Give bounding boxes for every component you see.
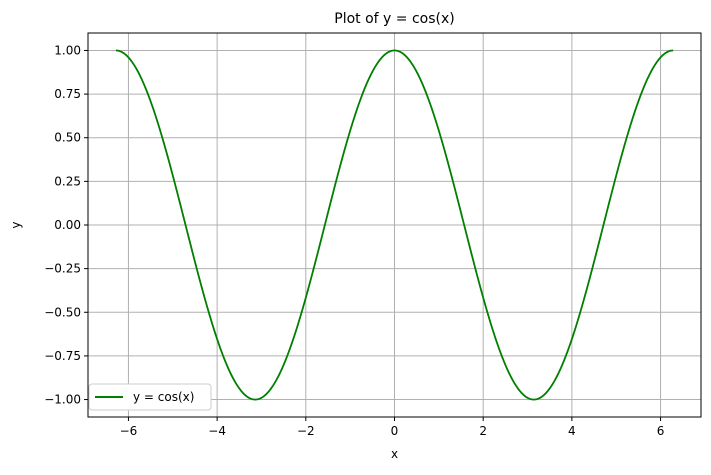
chart-title: Plot of y = cos(x) bbox=[334, 11, 454, 27]
y-tick-label: 0.00 bbox=[54, 218, 81, 232]
x-tick-label: −2 bbox=[297, 424, 315, 438]
series-layer bbox=[115, 49, 674, 401]
y-tick-label: 0.25 bbox=[54, 174, 81, 188]
x-tick-label: 6 bbox=[657, 424, 665, 438]
legend: y = cos(x) bbox=[88, 383, 212, 411]
y-tick-label: −1.00 bbox=[44, 393, 81, 407]
legend-box bbox=[88, 383, 212, 411]
y-tick-label: 0.75 bbox=[54, 87, 81, 101]
y-tick-label: 0.50 bbox=[54, 131, 81, 145]
x-axis-label: x bbox=[391, 447, 398, 461]
y-tick-label: 1.00 bbox=[54, 43, 81, 57]
series-line-cos bbox=[115, 49, 674, 401]
x-tick-label: −4 bbox=[208, 424, 226, 438]
x-tick-label: −6 bbox=[120, 424, 138, 438]
y-axis-label: y bbox=[9, 221, 23, 228]
x-tick-label: 0 bbox=[391, 424, 399, 438]
x-tick-label: 2 bbox=[479, 424, 487, 438]
legend-label: y = cos(x) bbox=[133, 390, 194, 404]
y-tick-label: −0.50 bbox=[44, 305, 81, 319]
y-tick-label: −0.25 bbox=[44, 262, 81, 276]
x-tick-label: 4 bbox=[568, 424, 576, 438]
tick-layer: −6 −4 −2 0 2 4 6 −1.00 −0.75 −0.50 −0.25 0.00 0.25 0.… bbox=[44, 43, 664, 438]
y-tick-label: −0.75 bbox=[44, 349, 81, 363]
